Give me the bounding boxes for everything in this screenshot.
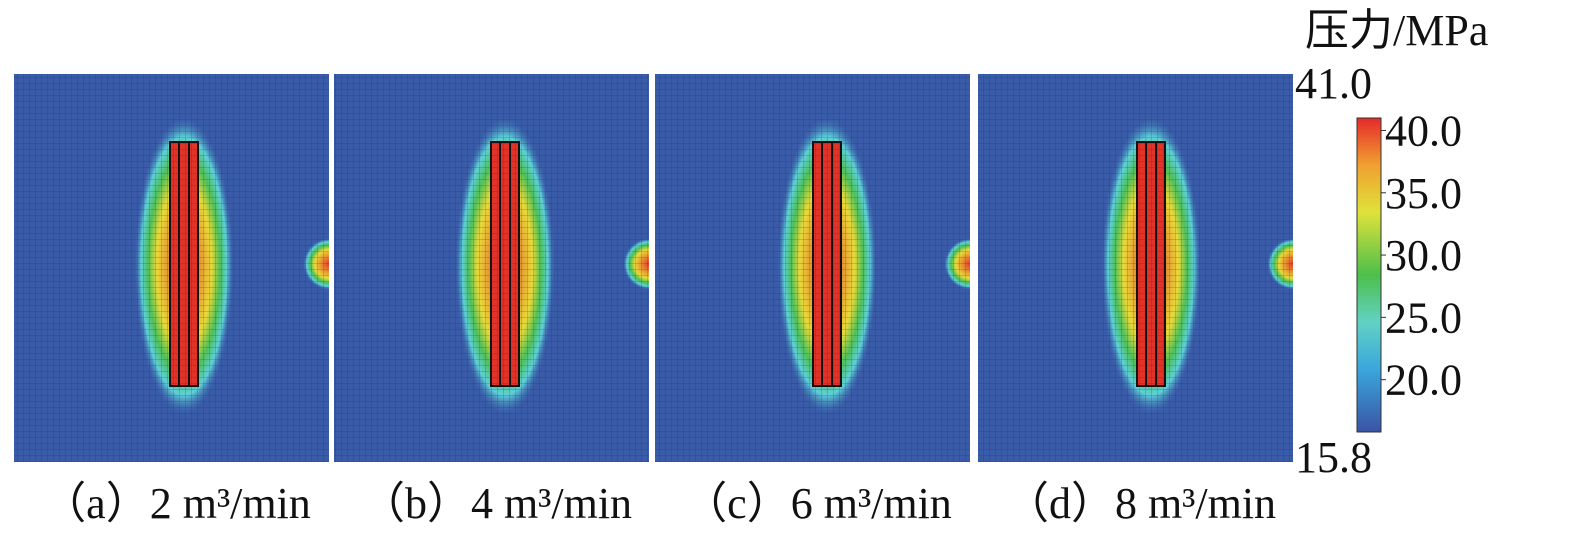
mesh [655, 74, 970, 462]
colorbar-title: 压力/MPa [1305, 6, 1488, 55]
panel-content [14, 74, 329, 462]
mesh [14, 74, 329, 462]
colorbar-tick-label: 35.0 [1385, 169, 1462, 218]
colorbar-tick-label: 25.0 [1385, 293, 1462, 342]
panel-content [334, 74, 649, 462]
heatmap-panel [334, 74, 649, 462]
mesh [334, 74, 649, 462]
panel-caption: （b）4 m³/min [361, 479, 632, 528]
mesh [978, 74, 1293, 462]
colorbar-min: 15.8 [1295, 433, 1372, 482]
colorbar-max: 41.0 [1295, 59, 1372, 108]
heatmap-panel [655, 74, 970, 462]
panel-content [655, 74, 970, 462]
heatmap-panel [14, 74, 329, 462]
panel-caption: （c）6 m³/min [683, 479, 952, 528]
colorbar [1356, 117, 1382, 433]
panel-content [978, 74, 1293, 462]
panel-caption: （d）8 m³/min [1005, 479, 1276, 528]
colorbar-tick-label: 40.0 [1385, 106, 1462, 155]
heatmap-panel [978, 74, 1293, 462]
panel-caption: （a）2 m³/min [42, 479, 311, 528]
colorbar-tick-label: 20.0 [1385, 356, 1462, 405]
colorbar-tick-label: 30.0 [1385, 231, 1462, 280]
